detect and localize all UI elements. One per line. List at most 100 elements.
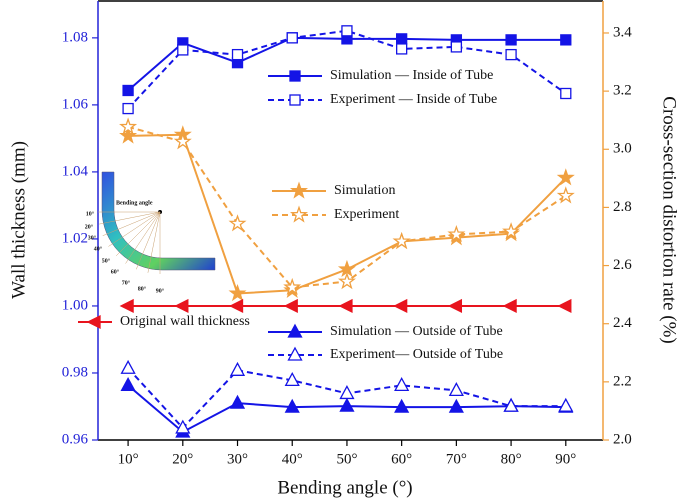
marker-star <box>502 222 521 240</box>
marker-left-triangle <box>447 298 463 314</box>
marker-left-triangle <box>393 298 408 314</box>
x-tick-label: 40° <box>282 451 303 467</box>
inset-ray <box>102 211 161 236</box>
marker-triangle <box>229 361 246 376</box>
marker-left-triangle <box>229 298 244 314</box>
marker-star <box>392 231 411 250</box>
marker-star <box>119 126 138 144</box>
inset-angle: 90° <box>156 287 165 294</box>
marker-square <box>505 34 517 46</box>
inset-ray <box>125 211 161 264</box>
marker-square <box>396 33 408 45</box>
inset-ray <box>115 211 161 257</box>
marker-square <box>286 32 298 44</box>
marker-triangle <box>175 419 191 434</box>
marker-triangle <box>229 394 246 409</box>
y2-tick-label: 3.4 <box>613 24 632 40</box>
marker-triangle <box>448 398 464 413</box>
inset-label: Bending angle <box>116 200 153 206</box>
inset-angle: 60° <box>111 268 120 275</box>
y2-axis-label: Cross-section distortion rate (%) <box>659 96 680 343</box>
inset-ray <box>147 211 161 273</box>
marker-square <box>177 44 189 56</box>
inset-angle: 50° <box>102 257 111 264</box>
marker-triangle <box>120 377 136 392</box>
legend-label: Simulation — Outside of Tube <box>330 324 503 339</box>
marker-triangle <box>394 377 410 392</box>
x-axis-label: Bending angle (°) <box>277 477 412 498</box>
marker-square <box>341 25 353 37</box>
marker-square <box>122 84 134 97</box>
marker-left-triangle <box>502 298 517 314</box>
legend-label: Experiment — Inside of Tube <box>330 92 497 107</box>
marker-triangle <box>120 359 136 374</box>
inset-ray <box>136 211 161 270</box>
y-tick-label: 0.96 <box>62 431 89 447</box>
inset-angle: 40° <box>94 245 103 252</box>
inset-angle: 80° <box>138 285 147 292</box>
marker-left-triangle <box>338 298 353 314</box>
marker-star <box>556 168 575 186</box>
x-tick-label: 20° <box>172 451 193 467</box>
marker-star <box>228 214 247 232</box>
x-tick-label: 30° <box>227 451 248 467</box>
marker-star <box>556 186 575 204</box>
marker-triangle <box>284 371 300 386</box>
marker-square <box>231 48 244 61</box>
y-axis-label: Wall thickness (mm) <box>8 141 29 299</box>
inset-angle: 10° <box>86 210 95 217</box>
inset-ray <box>108 211 161 247</box>
marker-left-triangle <box>119 298 134 314</box>
y2-tick-label: 2.6 <box>613 257 632 273</box>
marker-triangle <box>339 385 355 400</box>
marker-star <box>283 277 302 296</box>
marker-left-triangle <box>283 298 298 314</box>
marker-square <box>560 34 572 46</box>
marker-triangle <box>558 397 574 412</box>
legend-label: Simulation — Inside of Tube <box>330 68 493 83</box>
marker-triangle <box>287 323 303 338</box>
marker-square <box>505 48 517 61</box>
y2-tick-label: 3.2 <box>613 83 632 99</box>
marker-triangle <box>284 398 300 413</box>
marker-square <box>560 87 572 100</box>
x-tick-label: 60° <box>391 451 412 467</box>
y2-tick-label: 2.0 <box>613 431 632 447</box>
marker-triangle <box>394 398 410 413</box>
inset-angle: 30° <box>88 234 97 241</box>
y-tick-label: 1.02 <box>62 230 88 246</box>
marker-star <box>119 117 138 135</box>
legend-label: Experiment— Outside of Tube <box>330 347 503 362</box>
legend-label: Original wall thickness <box>120 314 250 329</box>
y-tick-label: 1.00 <box>62 297 88 313</box>
y-tick-label: 1.06 <box>62 96 89 112</box>
inset <box>101 171 216 271</box>
marker-triangle <box>287 346 303 361</box>
marker-star <box>228 283 247 302</box>
marker-square <box>450 41 463 53</box>
y-tick-label: 1.04 <box>62 163 89 179</box>
marker-triangle <box>339 397 355 412</box>
inset-angle: 20° <box>85 223 94 230</box>
x-tick-label: 80° <box>501 451 522 467</box>
y2-tick-label: 3.0 <box>613 141 632 157</box>
inset-ray <box>99 211 161 225</box>
marker-left-triangle <box>557 298 572 314</box>
marker-square <box>396 43 408 55</box>
x-tick-label: 10° <box>118 451 139 467</box>
marker-square <box>289 70 301 82</box>
y-tick-label: 1.08 <box>62 29 88 45</box>
marker-square <box>122 102 134 115</box>
legend-label: Experiment <box>334 207 399 222</box>
y2-tick-label: 2.2 <box>613 373 632 389</box>
inset-angle: 70° <box>122 279 131 286</box>
x-tick-label: 50° <box>336 451 357 467</box>
y2-tick-label: 2.8 <box>613 199 632 215</box>
marker-star <box>173 132 192 150</box>
marker-star <box>337 272 356 290</box>
y-tick-label: 0.98 <box>62 364 88 380</box>
y2-tick-label: 2.4 <box>613 315 632 331</box>
legend-label: Simulation <box>334 183 395 198</box>
marker-left-triangle <box>174 298 189 314</box>
